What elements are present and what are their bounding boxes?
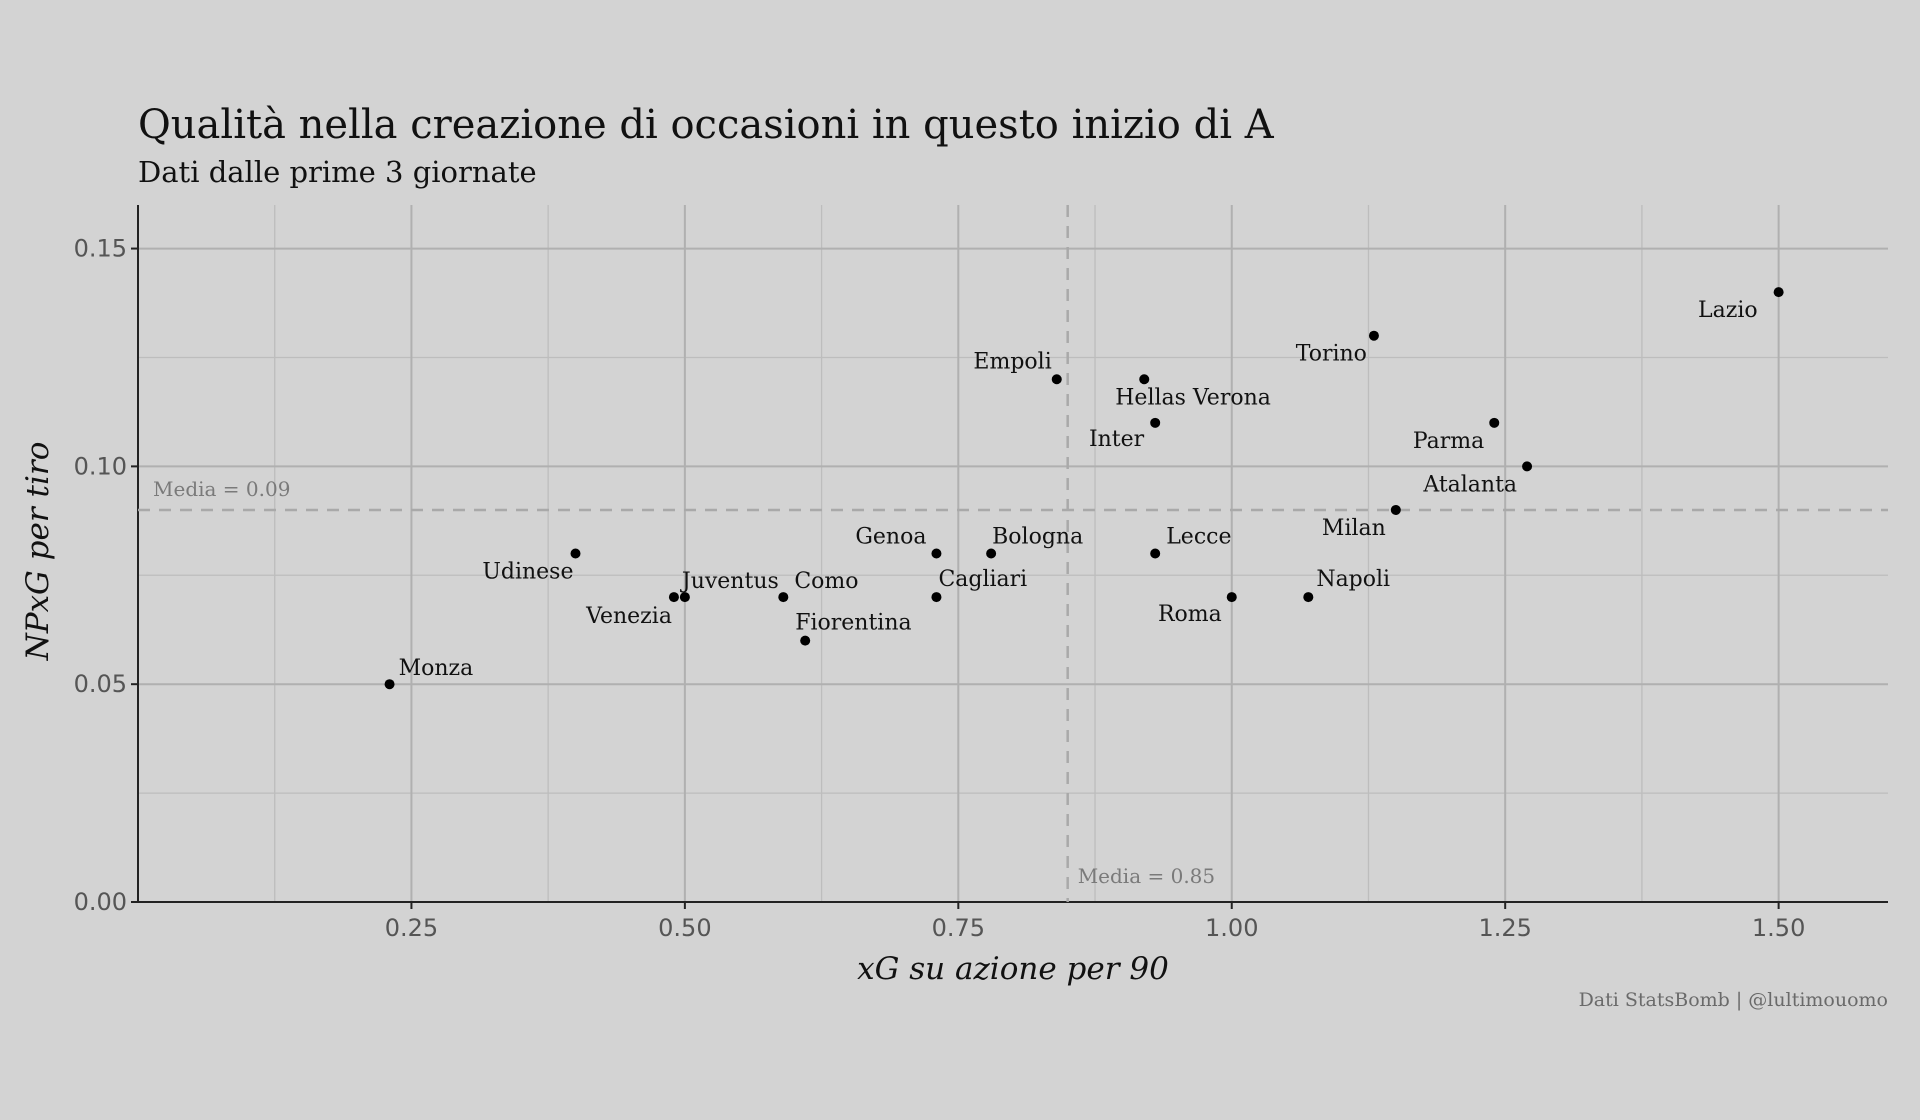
data-point-bologna — [986, 548, 997, 559]
point-label-juventus: Juventus — [680, 569, 779, 594]
point-label-atalanta: Atalanta — [1422, 472, 1517, 497]
point-label-inter: Inter — [1089, 427, 1145, 452]
point-label-cagliari: Cagliari — [938, 567, 1027, 592]
point-label-como: Como — [794, 569, 858, 594]
chart-subtitle: Dati dalle prime 3 giornate — [138, 155, 537, 189]
x-tick-label: 1.25 — [1478, 914, 1531, 942]
point-label-roma: Roma — [1158, 602, 1222, 627]
data-point-lecce — [1150, 548, 1161, 559]
data-point-parma — [1489, 417, 1500, 428]
data-point-milan — [1390, 504, 1401, 515]
mean-label-y: Media = 0.09 — [153, 477, 290, 501]
point-label-napoli: Napoli — [1316, 567, 1390, 592]
y-tick-label: 0.00 — [74, 888, 127, 916]
chart-title: Qualità nella creazione di occasioni in … — [138, 102, 1275, 148]
point-label-monza: Monza — [399, 656, 474, 681]
x-tick-label: 0.25 — [385, 914, 438, 942]
data-point-como — [778, 592, 789, 603]
point-label-torino: Torino — [1296, 342, 1367, 367]
data-point-hellas-verona — [1139, 374, 1150, 385]
point-label-fiorentina: Fiorentina — [795, 611, 911, 636]
point-label-udinese: Udinese — [482, 560, 573, 585]
point-label-milan: Milan — [1322, 516, 1386, 541]
data-point-venezia — [668, 592, 679, 603]
y-axis-title: NPxG per tiro — [20, 442, 56, 662]
data-point-empoli — [1051, 374, 1062, 385]
y-tick-label: 0.05 — [74, 670, 127, 698]
x-tick-label: 0.75 — [932, 914, 985, 942]
data-point-udinese — [570, 548, 581, 559]
data-point-monza — [384, 679, 395, 690]
point-label-genoa: Genoa — [855, 525, 926, 550]
data-point-lazio — [1773, 287, 1784, 298]
point-label-lazio: Lazio — [1698, 298, 1758, 323]
data-point-atalanta — [1522, 461, 1533, 472]
x-tick-label: 1.00 — [1205, 914, 1258, 942]
data-point-napoli — [1303, 592, 1314, 603]
data-point-inter — [1150, 417, 1161, 428]
plot-area: 0.25 0.50 0.75 1.00 1.25 1.50 0.00 0.05 0.10 0.15… — [74, 205, 1888, 942]
point-label-bologna: Bologna — [992, 525, 1083, 550]
x-axis-title: xG su azione per 90 — [857, 951, 1169, 987]
y-tick-label: 0.15 — [74, 235, 127, 263]
data-point-juventus — [679, 592, 690, 603]
chart-caption: Dati StatsBomb | @lultimouomo — [1579, 989, 1888, 1011]
data-point-roma — [1226, 592, 1237, 603]
data-point-fiorentina — [800, 635, 811, 646]
data-point-torino — [1368, 330, 1379, 341]
point-label-lecce: Lecce — [1166, 525, 1231, 550]
x-tick-label: 0.50 — [658, 914, 711, 942]
data-point-genoa — [931, 548, 942, 559]
y-tick-label: 0.10 — [74, 452, 127, 480]
x-tick-label: 1.50 — [1752, 914, 1805, 942]
data-point-cagliari — [931, 592, 942, 603]
point-label-empoli: Empoli — [973, 349, 1051, 374]
mean-label-x: Media = 0.85 — [1078, 864, 1215, 888]
point-label-parma: Parma — [1413, 429, 1484, 454]
point-label-venezia: Venezia — [585, 604, 672, 629]
point-label-hellas-verona: Hellas Verona — [1115, 385, 1271, 410]
